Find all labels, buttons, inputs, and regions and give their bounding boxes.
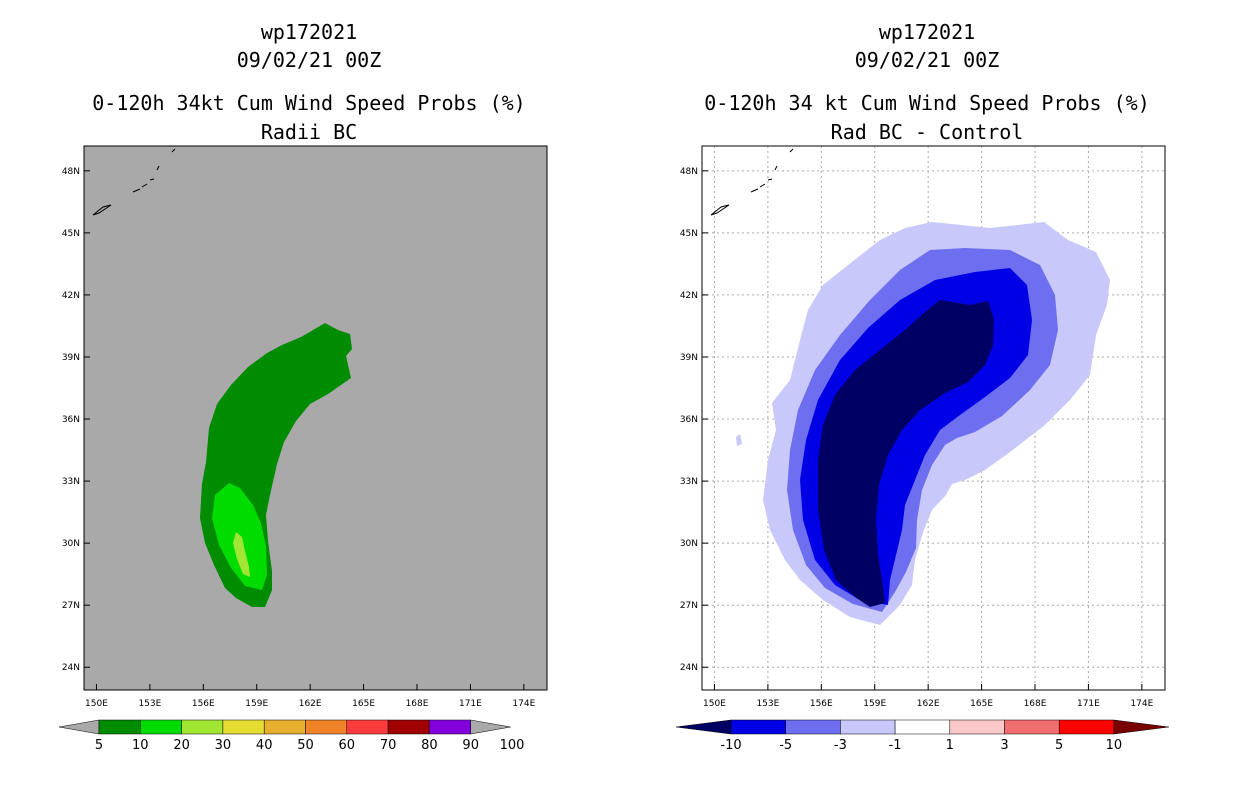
y-tick-label: 42N [680,291,698,301]
x-tick-label: 171E [1077,699,1100,709]
right-title-storm: wp172021 [878,20,976,44]
y-tick-label: 42N [62,291,80,301]
x-tick-label: 168E [406,699,429,709]
y-tick-label: 36N [62,415,80,425]
x-tick-label: 171E [459,699,482,709]
left-y-ticks: 48N 45N 42N 39N 36N 33N 30N 27N 24N [62,167,90,673]
y-tick-label: 24N [680,663,698,673]
left-contour-20-30 [233,532,250,577]
x-tick-label: 150E [85,699,108,709]
x-tick-label: 156E [192,699,215,709]
y-tick-label: 33N [62,477,80,487]
x-tick-label: 168E [1024,699,1047,709]
right-contour-small-blob [736,434,742,446]
right-x-ticks: 150E 153E 156E 159E 162E 165E 168E 171E 174E [703,684,1154,709]
left-title-subtitle: Radii BC [260,120,358,144]
y-tick-label: 36N [680,415,698,425]
right-map-frame [701,145,1166,691]
x-tick-label: 159E [245,699,268,709]
y-tick-label: 45N [62,229,80,239]
y-tick-label: 27N [62,601,80,611]
left-map-background [84,146,547,690]
x-tick-label: 162E [917,699,940,709]
right-y-ticks: 48N 45N 42N 39N 36N 33N 30N 27N 24N [680,167,708,673]
x-tick-label: 174E [1130,699,1153,709]
y-tick-label: 24N [62,663,80,673]
y-tick-label: 30N [680,539,698,549]
left-x-ticks: 150E 153E 156E 159E 162E 165E 168E 171E 174E [85,684,536,709]
right-coastline [710,148,794,216]
left-title-datetime: 09/02/21 00Z [236,48,382,72]
right-title-product: 0-120h 34 kt Cum Wind Speed Probs (%) [704,91,1150,115]
y-tick-label: 39N [62,353,80,363]
y-tick-label: 45N [680,229,698,239]
left-map-frame [83,145,548,691]
x-tick-label: 150E [703,699,726,709]
x-tick-label: 162E [299,699,322,709]
y-tick-label: 48N [62,167,80,177]
y-tick-label: 27N [680,601,698,611]
x-tick-label: 165E [352,699,375,709]
y-tick-label: 30N [62,539,80,549]
x-tick-label: 153E [756,699,779,709]
y-tick-label: 33N [680,477,698,487]
x-tick-label: 153E [138,699,161,709]
right-title-datetime: 09/02/21 00Z [854,48,1000,72]
x-tick-label: 174E [512,699,535,709]
y-tick-label: 39N [680,353,698,363]
left-title-product: 0-120h 34kt Cum Wind Speed Probs (%) [92,91,526,115]
left-title-storm: wp172021 [260,20,358,44]
x-tick-label: 165E [970,699,993,709]
right-contour-below-minus10 [818,300,994,607]
x-tick-label: 159E [863,699,886,709]
right-title-subtitle: Rad BC - Control [830,120,1024,144]
left-coastline [92,148,176,216]
y-tick-label: 48N [680,167,698,177]
x-tick-label: 156E [810,699,833,709]
